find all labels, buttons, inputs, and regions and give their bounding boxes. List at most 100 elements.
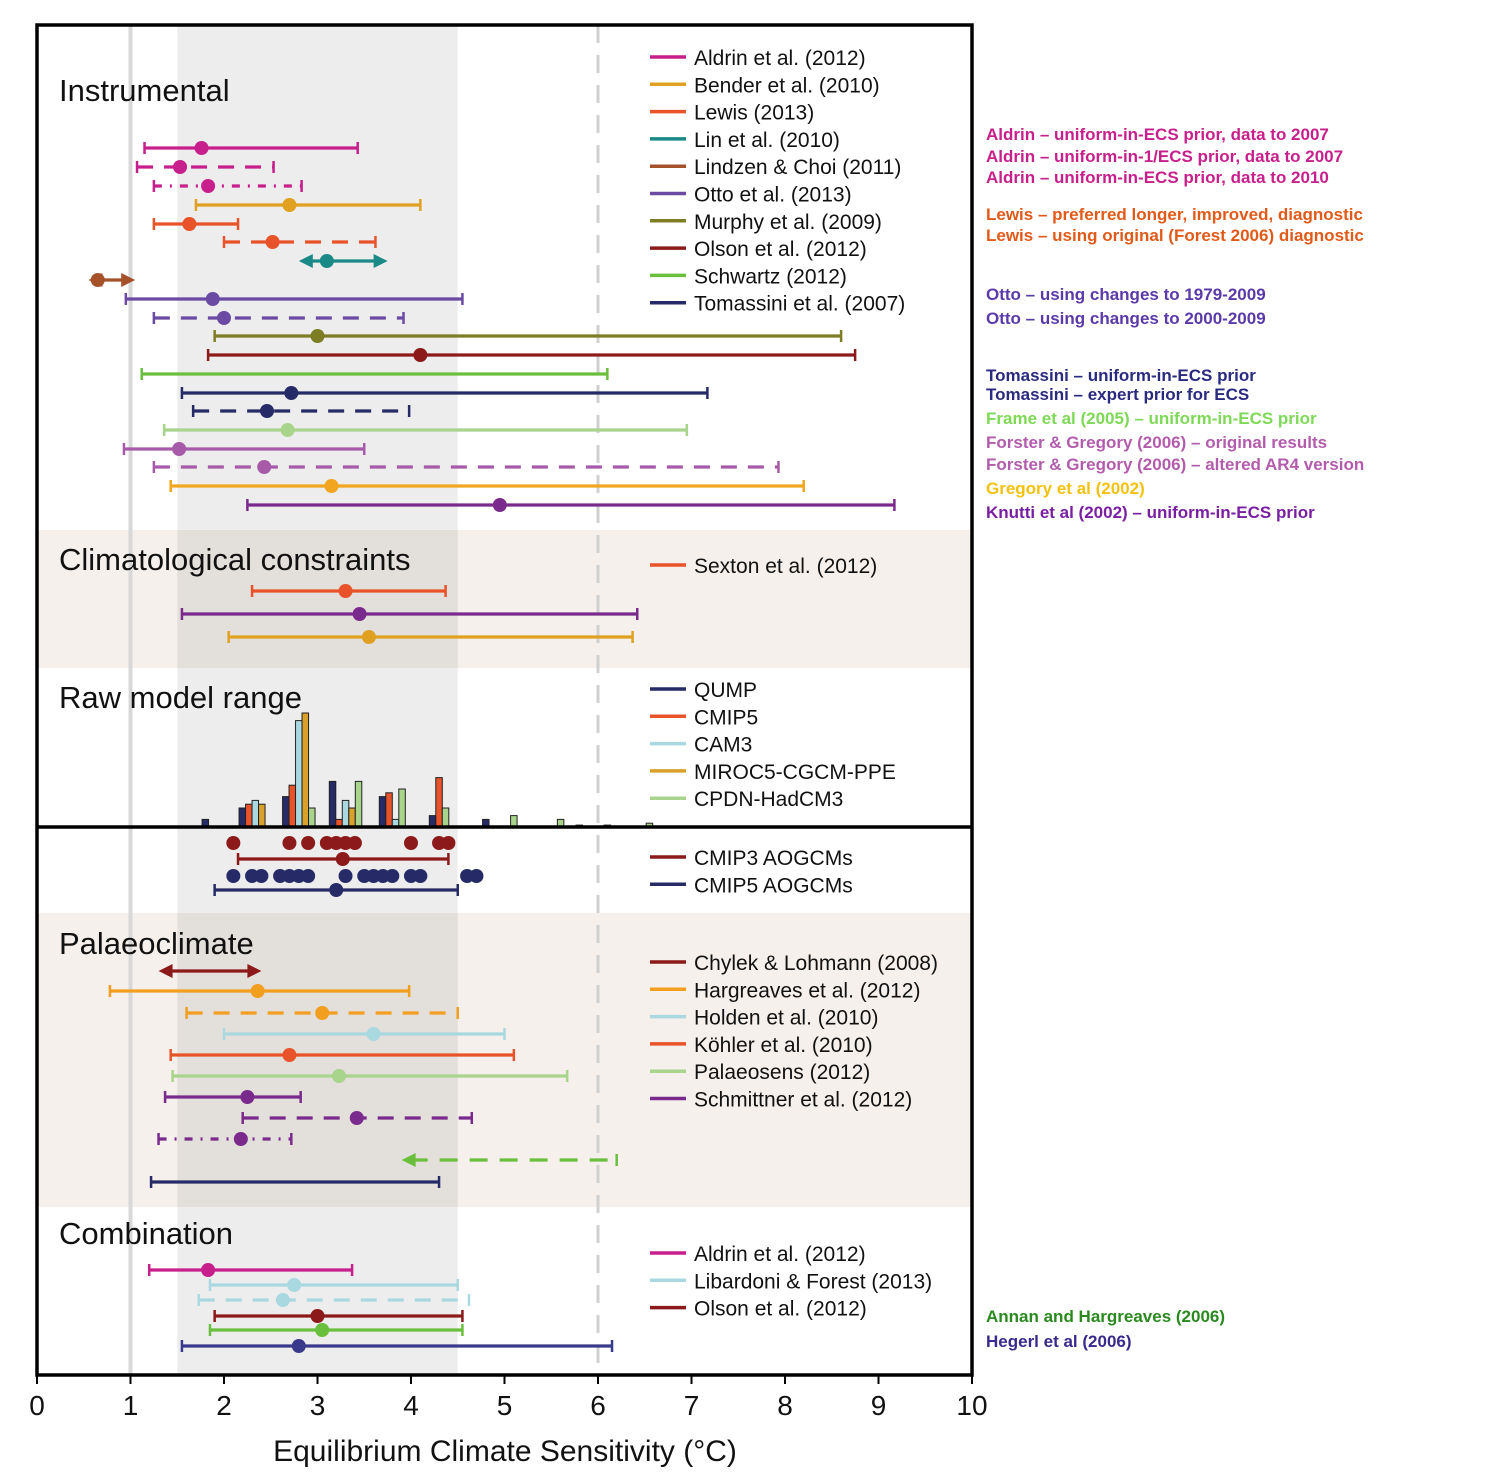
legend-label-instrumental-4: Lindzen & Choi (2011)	[694, 156, 901, 179]
annotation-1: Aldrin – uniform-in-1/ECS prior, data to…	[986, 147, 1343, 166]
section-bg-climatological	[37, 530, 972, 668]
range-instrumental-1	[143, 141, 359, 155]
annotation-10: Forster & Gregory (2006) – original resu…	[986, 433, 1327, 452]
annotation-9: Frame et al (2005) – uniform-in-ECS prio…	[986, 409, 1317, 428]
cmip5-point-15	[469, 869, 484, 883]
best-estimate-point	[194, 141, 209, 155]
best-estimate-point	[233, 1132, 248, 1146]
best-estimate-point	[310, 1309, 325, 1323]
range-arrow-right	[247, 964, 262, 978]
cmip3-point-9	[441, 836, 456, 850]
hist-bar-cmip5-4	[385, 792, 393, 828]
best-estimate-point	[201, 1263, 216, 1277]
best-estimate-point	[282, 198, 297, 212]
best-estimate-point	[182, 217, 197, 231]
annotation-8: Tomassini – expert prior for ECS	[986, 385, 1249, 404]
x-tick-label-1: 1	[123, 1390, 139, 1421]
range-raw-2	[213, 883, 459, 897]
best-estimate-point	[265, 235, 280, 249]
section-title-climatological: Climatological constraints	[59, 542, 410, 577]
annotation-14: Annan and Hargreaves (2006)	[986, 1307, 1225, 1326]
range-climatological-2	[180, 607, 639, 621]
range-arrow-left	[401, 1153, 416, 1167]
hist-bar-miroc5-cgcm-ppe-3	[348, 807, 356, 828]
range-instrumental-3	[152, 179, 303, 193]
hist-bar-cmip5-5	[435, 777, 443, 828]
reference-lines	[128, 25, 600, 1375]
hist-bar-cmip5-1	[245, 803, 253, 828]
cmip5-point-11	[385, 869, 400, 883]
legend-label-instrumental-5: Otto et al. (2013)	[694, 184, 852, 207]
best-estimate-point	[291, 1339, 306, 1353]
legend-label-combination-0: Aldrin et al. (2012)	[694, 1243, 866, 1266]
range-instrumental-2	[135, 160, 275, 174]
best-estimate-point	[201, 179, 216, 193]
best-estimate-point	[172, 442, 187, 456]
range-palaeo-5	[169, 1048, 516, 1062]
range-palaeo-6	[171, 1069, 569, 1083]
range-palaeo-9	[157, 1132, 293, 1146]
section-bg-palaeo	[37, 913, 972, 1207]
range-instrumental-15	[191, 404, 411, 418]
legend-label-instrumental-1: Bender et al. (2010)	[694, 74, 880, 97]
x-axis: 0 1 2 3 4 5 6 7 8 9 10 Equilibrium Climate Sensitiv…	[29, 1375, 988, 1468]
range-palaeo-3	[185, 1006, 459, 1020]
annotation-11: Forster & Gregory (2006) – altered AR4 v…	[986, 455, 1364, 474]
hist-bar-qump-2	[282, 796, 290, 828]
best-estimate-point	[275, 1293, 290, 1307]
hist-bar-cam3-1	[251, 799, 260, 828]
best-estimate-point	[282, 1048, 297, 1062]
cmip3-point-0	[226, 836, 241, 850]
best-estimate-point	[205, 292, 220, 306]
cmip3-point-7	[404, 836, 418, 850]
best-estimate-point	[366, 1027, 381, 1041]
legend-label-instrumental-2: Lewis (2013)	[694, 102, 814, 125]
cmip3-point-6	[347, 836, 362, 850]
range-instrumental-13	[140, 368, 609, 380]
range-combination-3	[197, 1293, 471, 1307]
legend-label-instrumental-0: Aldrin et al. (2012)	[694, 47, 866, 70]
best-estimate-point	[329, 883, 344, 897]
best-estimate-point	[217, 311, 231, 325]
range-instrumental-20	[246, 498, 896, 512]
legend-label-combination-2: Olson et al. (2012)	[694, 1298, 867, 1321]
range-combination-4	[213, 1309, 464, 1323]
hist-bar-miroc5-cgcm-ppe-1	[258, 803, 266, 828]
legend-label-aogcm-1: CMIP5 AOGCMs	[694, 874, 853, 897]
legend-label-palaeo-4: Palaeosens (2012)	[694, 1061, 870, 1084]
cmip3-point-2	[301, 836, 316, 850]
range-combination-6	[180, 1339, 614, 1353]
range-arrow-right	[121, 273, 136, 287]
range-instrumental-14	[180, 386, 709, 400]
ecs-ranges	[88, 141, 896, 1353]
best-estimate-point	[250, 984, 265, 998]
hist-bar-cam3-2	[295, 720, 303, 828]
legends: Aldrin et al. (2012) Bender et al. (2010)…	[650, 47, 938, 1321]
x-tick-label-4: 4	[403, 1390, 419, 1421]
best-estimate-point	[361, 630, 376, 644]
range-instrumental-12	[206, 348, 857, 362]
annotation-7: Tomassini – uniform-in-ECS prior	[986, 366, 1256, 385]
range-palaeo-2	[108, 984, 411, 998]
hist-bar-miroc5-cgcm-ppe-2	[301, 712, 310, 828]
range-instrumental-19	[169, 479, 805, 493]
best-estimate-point	[338, 584, 353, 598]
x-tick-label-9: 9	[871, 1390, 887, 1421]
best-estimate-point	[332, 1069, 347, 1083]
legend-label-raw-1: CMIP5	[694, 706, 758, 729]
legend-label-instrumental-6: Murphy et al. (2009)	[694, 211, 882, 234]
annotation-2: Aldrin – uniform-in-ECS prior, data to 2…	[986, 168, 1329, 187]
range-palaeo-4	[222, 1027, 506, 1041]
best-estimate-point	[349, 1111, 364, 1125]
range-palaeo-11	[149, 1176, 441, 1188]
best-estimate-point	[257, 460, 272, 474]
hist-bar-qump-4	[378, 796, 387, 828]
x-tick-label-2: 2	[216, 1390, 232, 1421]
hist-bar-cpdn-hadcm3-5	[441, 807, 450, 828]
annotation-13: Knutti et al (2002) – uniform-in-ECS pri…	[986, 503, 1315, 522]
range-instrumental-6	[222, 235, 377, 249]
legend-label-palaeo-5: Schmittner et al. (2012)	[694, 1089, 912, 1112]
x-tick-label-6: 6	[590, 1390, 606, 1421]
best-estimate-point	[287, 1278, 302, 1292]
range-raw-1	[236, 852, 450, 866]
